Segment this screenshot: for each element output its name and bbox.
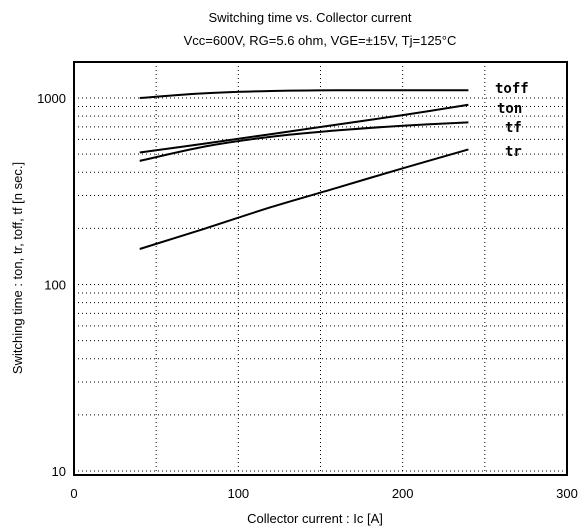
series-label-toff: toff	[495, 81, 529, 97]
x-tick-label: 100	[227, 486, 249, 501]
gridlines	[74, 62, 567, 475]
series-layer	[139, 89, 469, 250]
series-line-ton	[139, 103, 469, 154]
series-line-tf	[139, 121, 469, 162]
series-label-tf: tf	[505, 120, 522, 136]
chart-subtitle: Vcc=600V, RG=5.6 ohm, VGE=±15V, Tj=125°C	[184, 33, 457, 48]
tick-labels: 0 100 200 300 10 100 1000	[37, 91, 578, 501]
y-tick-label: 100	[44, 278, 66, 293]
series-label-ton: ton	[497, 101, 522, 117]
series-line-tr	[139, 148, 469, 250]
y-tick-label: 1000	[37, 91, 66, 106]
x-tick-label: 300	[556, 486, 578, 501]
series-label-tr: tr	[505, 144, 522, 160]
series-line-toff	[139, 89, 469, 99]
x-tick-label: 200	[392, 486, 414, 501]
y-tick-label: 10	[52, 464, 66, 479]
x-axis-label: Collector current : Ic [A]	[247, 511, 383, 526]
x-tick-label: 0	[70, 486, 77, 501]
plot-area	[73, 61, 568, 476]
y-axis-label: Switching time : ton, tr, toff, tf [n se…	[10, 162, 25, 374]
series-labels: toff ton tf tr	[495, 81, 529, 160]
chart-title: Switching time vs. Collector current	[208, 10, 411, 25]
